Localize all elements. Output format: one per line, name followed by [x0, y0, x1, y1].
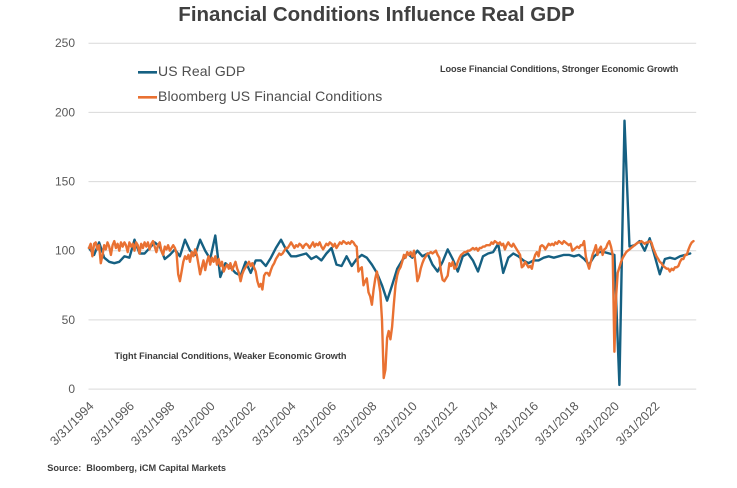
svg-text:200: 200: [55, 105, 75, 119]
svg-text:3/31/2022: 3/31/2022: [613, 399, 662, 448]
svg-text:0: 0: [68, 382, 75, 396]
svg-text:250: 250: [55, 36, 75, 50]
svg-text:50: 50: [62, 313, 76, 327]
svg-text:150: 150: [55, 175, 75, 189]
svg-text:100: 100: [55, 244, 75, 258]
